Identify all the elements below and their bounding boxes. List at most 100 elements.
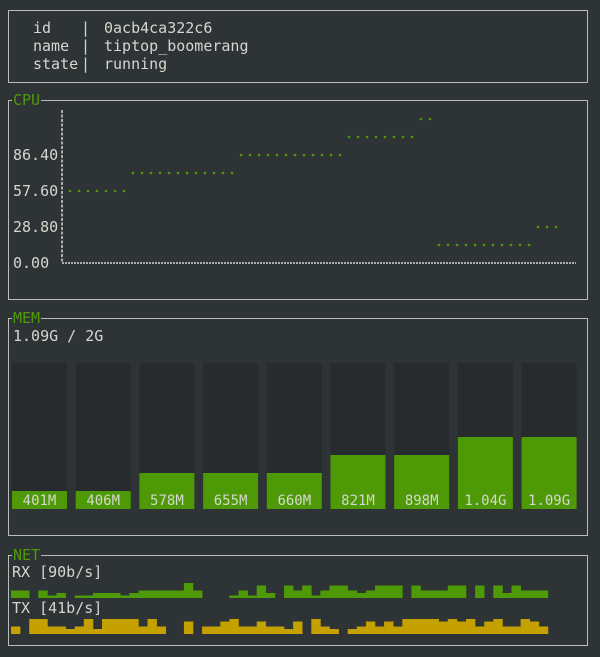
net-rx-bar [365, 590, 376, 598]
cpu-point [365, 135, 369, 139]
cpu-point [356, 135, 360, 139]
info-value-name: tiptop_boomerang [104, 37, 249, 55]
net-rx-bar [92, 593, 103, 598]
net-rx-bar [56, 593, 66, 598]
net-rx-bar [375, 585, 385, 598]
info-row-name: name | tiptop_boomerang [33, 37, 249, 55]
cpu-point [212, 171, 216, 175]
net-tx-bar [502, 626, 512, 634]
net-tx-bar [475, 626, 485, 634]
cpu-point [329, 153, 333, 157]
cpu-point [455, 243, 459, 247]
net-tx-bar [265, 626, 276, 634]
cpu-point [239, 153, 243, 157]
mem-bar-label: 898M [405, 493, 439, 509]
net-tx-bar [129, 619, 139, 634]
net-tx-bar [138, 626, 148, 634]
net-tx-bar [356, 626, 367, 634]
net-rx-bar [247, 595, 257, 598]
net-tx-bar [47, 626, 57, 634]
mem-summary: 1.09G / 2G [13, 327, 104, 345]
info-row-state: state | running [33, 55, 168, 73]
net-rx-bar [102, 593, 112, 598]
net-tx-bar [375, 626, 385, 634]
cpu-point [266, 153, 270, 157]
net-tx-bar [311, 619, 321, 634]
net-tx-bar [493, 619, 503, 634]
net-rx-bar [256, 585, 267, 598]
net-rx-bar [193, 590, 203, 598]
net-rx-bar [429, 590, 439, 598]
net-tx-bar [511, 626, 521, 634]
cpu-point [536, 225, 540, 229]
mem-bar [203, 473, 259, 509]
cpu-point [428, 117, 432, 121]
net-rx-bar [20, 590, 30, 598]
net-tx-bar [456, 621, 467, 634]
net-tx-bar [183, 621, 194, 634]
cpu-point [401, 135, 405, 139]
net-tx-bar [484, 621, 494, 634]
net-tx-bar [11, 626, 21, 634]
net-tx-label: TX [41b/s] [12, 599, 103, 617]
info-key-id: id [33, 19, 52, 37]
net-rx-bar [475, 585, 485, 598]
cpu-point [293, 153, 297, 157]
net-rx-bar [120, 595, 130, 598]
net-tx-bar [384, 621, 394, 634]
mem-bar [457, 437, 513, 509]
net-rx-bar [411, 585, 421, 598]
cpu-point [473, 243, 477, 247]
mem-bar [266, 473, 322, 509]
cpu-point [491, 243, 495, 247]
net-tx-bar [293, 621, 303, 634]
net-tx-bar [92, 629, 103, 634]
info-key-state: state [33, 55, 79, 73]
net-tx-bar [102, 619, 112, 634]
net-tx-bar [347, 629, 358, 634]
net-rx-bar [347, 590, 358, 598]
mem-bar [12, 491, 67, 509]
cpu-point [302, 153, 306, 157]
cpu-point [554, 225, 558, 229]
cpu-point [545, 225, 549, 229]
net-rx-bar [520, 590, 530, 598]
net-title: NET [12, 546, 42, 564]
cpu-point [77, 189, 81, 193]
net-tx-bar [238, 626, 248, 634]
info-key-name: name [33, 37, 70, 55]
net-tx-bar [447, 619, 458, 634]
cpu-point [221, 171, 225, 175]
net-tx-bar [83, 619, 94, 634]
net-rx-bar [384, 585, 394, 598]
net-tx-bar [438, 621, 449, 634]
mem-bar-label: 406M [86, 493, 120, 509]
net-rx-bar [438, 590, 449, 598]
mem-bar-track [75, 363, 131, 509]
cpu-point [527, 243, 531, 247]
net-tx-bar [529, 621, 540, 634]
cpu-point [149, 171, 153, 175]
net-rx-bar [529, 590, 540, 598]
cpu-point [95, 189, 99, 193]
net-tx-bar [402, 619, 412, 634]
net-rx-bar [538, 590, 549, 598]
net-rx-bar [183, 583, 194, 598]
net-tx-bar [420, 619, 430, 634]
net-rx-bar [156, 590, 166, 598]
cpu-point [140, 171, 144, 175]
mem-bar-label: 1.04G [464, 493, 506, 509]
net-tx-bar [393, 626, 403, 634]
cpu-point [347, 135, 351, 139]
net-rx-bar [502, 593, 512, 598]
cpu-point [257, 153, 261, 157]
net-tx-bar [411, 619, 421, 634]
net-rx-label: RX [90b/s] [12, 563, 103, 581]
net-rx-bar [38, 590, 48, 598]
info-value-state: running [104, 55, 168, 73]
net-tx-bar [211, 626, 221, 634]
mem-bar-label: 1.09G [528, 493, 570, 509]
net-tx-bar [256, 621, 267, 634]
cpu-point [464, 243, 468, 247]
cpu-point [518, 243, 522, 247]
